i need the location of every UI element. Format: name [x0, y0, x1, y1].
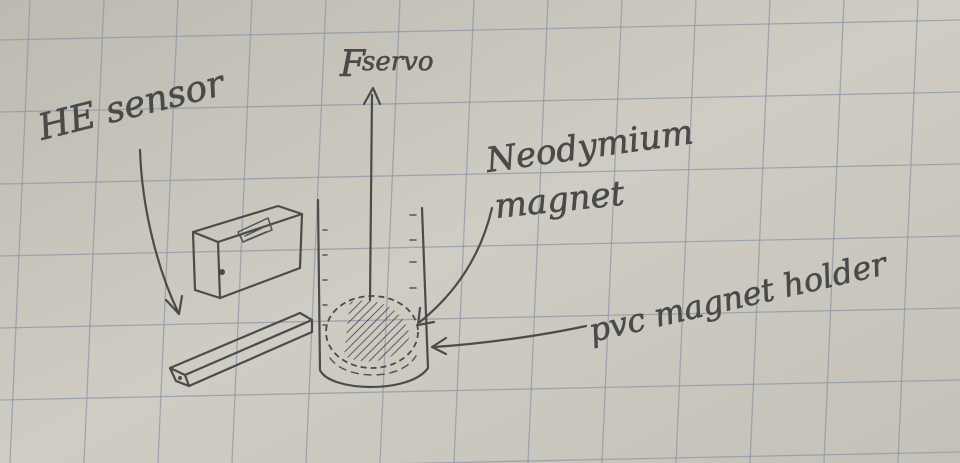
grid-line-vertical [231, 0, 253, 463]
grid-line-horizontal [0, 379, 960, 401]
sensor-pointer-arrow [138, 148, 184, 316]
grid-line-vertical [305, 0, 327, 463]
grid-line-vertical [83, 0, 105, 463]
grid-line-vertical [527, 0, 549, 463]
grid-line-vertical [157, 0, 179, 463]
grid-line-vertical [749, 0, 771, 463]
sensor-base-plate [168, 311, 314, 388]
grid-line-horizontal [400, 451, 960, 463]
label-force-main: F [339, 44, 367, 85]
grid-line-vertical [601, 0, 623, 463]
holder-pointer-arrow [430, 324, 588, 356]
grid-line-horizontal [0, 19, 960, 41]
grid-line-vertical [9, 0, 31, 463]
grid-line-vertical [453, 0, 475, 463]
hall-effect-sensor [191, 204, 304, 300]
label-force-servo: F servo [339, 44, 434, 86]
grid-line-horizontal [0, 91, 960, 113]
grid-line-horizontal [0, 163, 960, 185]
pvc-magnet-holder [316, 198, 430, 389]
neodymium-magnet [325, 295, 419, 369]
grid-line-vertical [823, 0, 845, 463]
label-force-sub: servo [362, 47, 434, 77]
grid-line-vertical [897, 0, 919, 463]
force-arrow [362, 86, 382, 302]
grid-line-horizontal [0, 307, 960, 329]
